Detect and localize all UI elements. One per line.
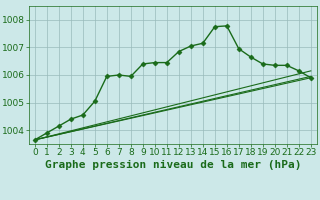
X-axis label: Graphe pression niveau de la mer (hPa): Graphe pression niveau de la mer (hPa) [44,160,301,170]
